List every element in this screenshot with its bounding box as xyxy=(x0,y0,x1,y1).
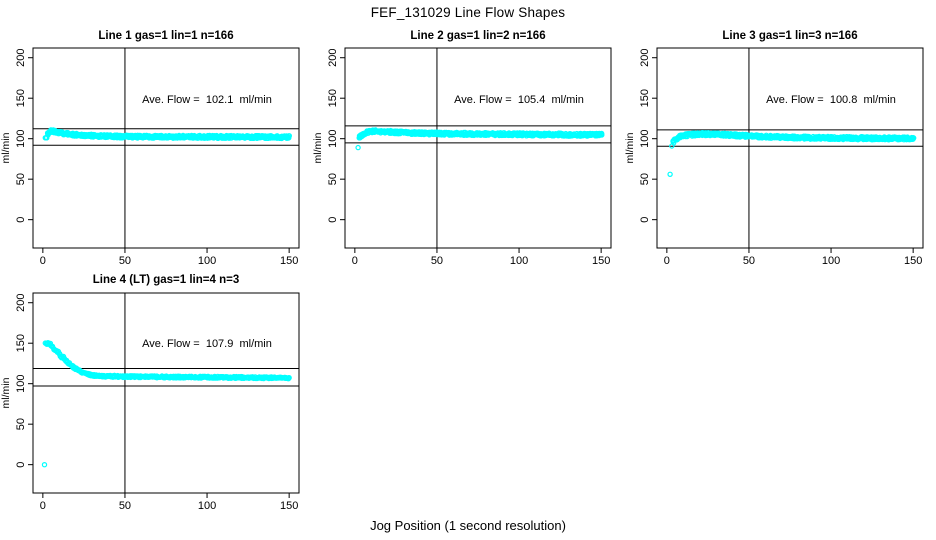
y-tick-label: 200 xyxy=(639,49,651,67)
y-axis-label: ml/min xyxy=(624,132,636,163)
y-tick-label: 100 xyxy=(327,130,339,148)
axes: 0 50 100 150 0 50 100 150 200 xyxy=(639,47,924,267)
subplot-line2-canvas: Line 2 gas=1 lin=2 n=166 ml/min Ave. Flo… xyxy=(312,30,612,267)
x-tick-label: 0 xyxy=(40,500,46,512)
subplot-line4-canvas: Line 4 (LT) gas=1 lin=4 n=3 ml/min Ave. … xyxy=(0,274,300,512)
subplot-title: Line 3 gas=1 lin=3 n=166 xyxy=(722,30,857,42)
y-tick-label: 50 xyxy=(15,173,27,185)
y-tick-label: 200 xyxy=(15,294,27,312)
plot-area: 0 50 100 150 0 50 100 150 200 xyxy=(639,47,924,267)
outlier-point xyxy=(41,461,48,468)
y-tick-label: 200 xyxy=(327,49,339,67)
x-tick-label: 50 xyxy=(743,255,755,267)
subplot-line1: Line 1 gas=1 lin=1 n=166 ml/min Ave. Flo… xyxy=(0,25,312,267)
data-points xyxy=(355,127,605,151)
x-tick-label: 0 xyxy=(664,255,670,267)
plot-area: 0 50 100 150 0 50 100 150 200 xyxy=(327,47,612,267)
outlier-point xyxy=(355,144,361,151)
data-points xyxy=(41,339,292,468)
subplot-line1-canvas: Line 1 gas=1 lin=1 n=166 ml/min Ave. Flo… xyxy=(0,30,300,267)
y-tick-label: 150 xyxy=(639,89,651,107)
x-tick-label: 100 xyxy=(822,255,840,267)
y-tick-label: 100 xyxy=(15,130,27,148)
axes: 0 50 100 150 0 50 100 150 200 xyxy=(15,292,300,512)
y-tick-label: 50 xyxy=(327,173,339,185)
subplot-line3: Line 3 gas=1 lin=3 n=166 ml/min Ave. Flo… xyxy=(624,25,936,267)
x-tick-label: 50 xyxy=(431,255,443,267)
y-tick-label: 0 xyxy=(15,217,27,223)
y-tick-label: 50 xyxy=(639,173,651,185)
y-tick-label: 150 xyxy=(15,334,27,352)
x-tick-label: 50 xyxy=(119,500,131,512)
plot-area: 0 50 100 150 0 50 100 150 200 xyxy=(15,292,300,512)
axes: 0 50 100 150 0 50 100 150 200 xyxy=(15,47,300,267)
y-axis-label: ml/min xyxy=(0,132,12,163)
y-tick-label: 200 xyxy=(15,49,27,67)
outlier-point xyxy=(667,171,673,177)
x-tick-label: 0 xyxy=(40,255,46,267)
y-tick-label: 0 xyxy=(327,217,339,223)
y-tick-label: 100 xyxy=(639,130,651,148)
x-tick-label: 100 xyxy=(198,255,216,267)
x-tick-label: 150 xyxy=(280,255,298,267)
x-tick-label: 50 xyxy=(119,255,131,267)
figure-title: FEF_131029 Line Flow Shapes xyxy=(370,5,566,20)
plot-grid: Line 1 gas=1 lin=1 n=166 ml/min Ave. Flo… xyxy=(0,25,936,517)
subplot-title: Line 4 (LT) gas=1 lin=4 n=3 xyxy=(93,274,239,286)
x-axis-label: Jog Position (1 second resolution) xyxy=(370,518,566,533)
plot-area: 0 50 100 150 0 50 100 150 200 xyxy=(15,47,300,267)
subplot-line2: Line 2 gas=1 lin=2 n=166 ml/min Ave. Flo… xyxy=(312,25,624,267)
x-tick-label: 150 xyxy=(280,500,298,512)
y-tick-label: 50 xyxy=(15,418,27,430)
ave-flow-annotation: Ave. Flow = 102.1 ml/min xyxy=(142,94,272,106)
x-tick-label: 150 xyxy=(592,255,610,267)
ave-flow-annotation: Ave. Flow = 100.8 ml/min xyxy=(766,94,896,106)
y-tick-label: 150 xyxy=(327,89,339,107)
data-points xyxy=(42,127,292,142)
x-tick-label: 100 xyxy=(198,500,216,512)
subplot-title: Line 1 gas=1 lin=1 n=166 xyxy=(98,30,233,42)
y-tick-label: 0 xyxy=(639,217,651,223)
y-tick-label: 150 xyxy=(15,89,27,107)
data-points xyxy=(667,129,917,177)
y-axis-label: ml/min xyxy=(312,132,324,163)
x-tick-label: 150 xyxy=(904,255,922,267)
subplot-line4: Line 4 (LT) gas=1 lin=4 n=3 ml/min Ave. … xyxy=(0,267,312,517)
subplot-line3-canvas: Line 3 gas=1 lin=3 n=166 ml/min Ave. Flo… xyxy=(624,30,924,267)
x-tick-label: 100 xyxy=(510,255,528,267)
subplot-title: Line 2 gas=1 lin=2 n=166 xyxy=(410,30,545,42)
axes: 0 50 100 150 0 50 100 150 200 xyxy=(327,47,612,267)
ave-flow-annotation: Ave. Flow = 105.4 ml/min xyxy=(454,94,584,106)
y-tick-label: 100 xyxy=(15,375,27,393)
y-axis-label: ml/min xyxy=(0,377,12,408)
ave-flow-annotation: Ave. Flow = 107.9 ml/min xyxy=(142,338,272,350)
outlier-point xyxy=(669,143,675,149)
y-tick-label: 0 xyxy=(15,462,27,468)
x-tick-label: 0 xyxy=(352,255,358,267)
